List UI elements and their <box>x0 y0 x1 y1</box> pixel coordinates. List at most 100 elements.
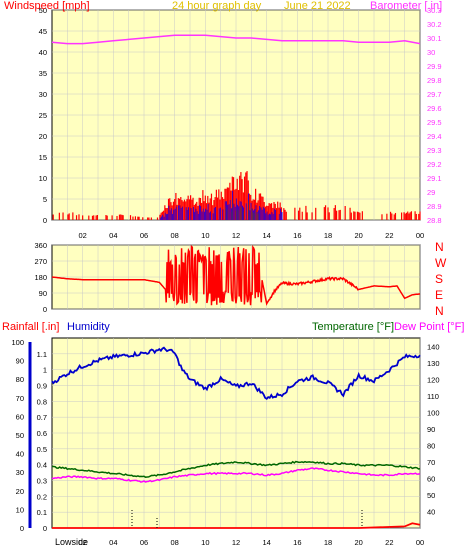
graph-date: June 21 2022 <box>284 0 351 12</box>
time-tick-label-bottom: 06 <box>140 538 148 547</box>
compass-label-n-top: N <box>435 240 444 254</box>
direction-tick-label: 90 <box>39 289 47 298</box>
barometer-tick-label: 29.6 <box>427 104 442 113</box>
windspeed-tick-label: 5 <box>43 195 47 204</box>
time-tick-label-bottom: 14 <box>262 538 270 547</box>
wind-direction-line <box>51 244 421 306</box>
barometer-tick-label: 30.1 <box>427 34 442 43</box>
rainfall-tick-label: 0 <box>43 524 47 533</box>
humidity-tick-label: 80 <box>16 375 24 384</box>
time-tick-label-bottom: 22 <box>385 538 393 547</box>
time-axis-ticks: 02 04 06 08 10 12 14 16 18 20 22 00 <box>78 231 424 240</box>
direction-tick-label: 0 <box>43 305 47 314</box>
time-axis-ticks-bottom: 02 04 06 08 10 12 14 16 18 20 22 00 <box>78 538 424 547</box>
compass-labels: N W S E N <box>435 240 447 318</box>
humidity-tick-label: 90 <box>16 357 24 366</box>
barometer-tick-label: 29.5 <box>427 118 442 127</box>
temperature-axis-ticks: 40 50 60 70 80 90 100 110 120 130 140 <box>427 342 440 516</box>
windspeed-tick-label: 30 <box>39 90 47 99</box>
rainfall-tick-label: 0.1 <box>37 508 47 517</box>
humidity-axis-label: Humidity <box>67 321 110 333</box>
lowside-label: Lowside <box>55 537 88 547</box>
time-tick-label: 22 <box>385 231 393 240</box>
graph-day-label: 24 hour graph day <box>172 0 262 12</box>
barometer-axis-label: Barometer [.in] <box>370 0 442 12</box>
time-tick-label: 12 <box>232 231 240 240</box>
temperature-tick-label: 40 <box>427 507 435 516</box>
temperature-tick-label: 140 <box>427 342 440 351</box>
time-tick-label-bottom: 18 <box>324 538 332 547</box>
rainfall-axis-ticks: 0 0.1 0.2 0.3 0.4 0.5 0.6 0.7 0.8 0.9 1 1.1 <box>37 350 47 533</box>
barometer-line <box>51 34 421 45</box>
time-tick-label: 00 <box>416 231 424 240</box>
time-tick-label: 08 <box>170 231 178 240</box>
barometer-tick-label: 29.8 <box>427 76 442 85</box>
temperature-tick-label: 70 <box>427 458 435 467</box>
rainfall-tick-label: 1 <box>43 366 47 375</box>
temperature-tick-label: 110 <box>427 392 439 401</box>
compass-label-e: E <box>435 288 443 302</box>
rainfall-tick-label: 0.6 <box>37 429 47 438</box>
rainfall-tick-label: 0.3 <box>37 477 47 486</box>
windspeed-tick-label: 45 <box>39 27 47 36</box>
barometer-tick-label: 30.2 <box>427 20 442 29</box>
barometer-tick-label: 30.3 <box>427 6 442 15</box>
rainfall-tick-label: 0.2 <box>37 492 47 501</box>
barometer-tick-label: 28.9 <box>427 202 442 211</box>
temperature-tick-label: 100 <box>427 408 440 417</box>
windspeed-tick-label: 20 <box>39 132 47 141</box>
time-tick-label: 14 <box>262 231 270 240</box>
temperature-axis-label: Temperature [°F] <box>312 321 394 333</box>
compass-label-w: W <box>435 256 447 270</box>
time-tick-label-bottom: 16 <box>293 538 301 547</box>
rainfall-tick-label: 1.1 <box>37 350 47 359</box>
humidity-tick-label: 0 <box>20 524 24 533</box>
compass-label-n-bottom: N <box>435 304 444 318</box>
direction-tick-label: 180 <box>34 273 47 282</box>
direction-axis-ticks: 0 90 180 270 360 <box>34 241 47 314</box>
humidity-tick-label: 70 <box>16 394 24 403</box>
humidity-tick-label: 40 <box>16 450 24 459</box>
climate-plot-grid <box>52 338 421 529</box>
rainfall-tick-label: 0.9 <box>37 382 47 391</box>
windspeed-axis-label: Windspeed [mph] <box>4 0 90 12</box>
windspeed-bars <box>52 171 421 220</box>
time-tick-label: 06 <box>140 231 148 240</box>
barometer-tick-label: 29 <box>427 188 435 197</box>
dewpoint-axis-label: Dew Point [°F] <box>394 321 464 333</box>
humidity-tick-label: 30 <box>16 468 24 477</box>
temperature-tick-label: 80 <box>427 441 435 450</box>
windspeed-axis-ticks: 0 5 10 15 20 25 30 35 40 45 50 <box>39 6 47 225</box>
direction-tick-label: 360 <box>34 241 47 250</box>
humidity-tick-label: 20 <box>16 487 24 496</box>
barometer-axis-ticks: 28.8 28.9 29 29.1 29.2 29.3 29.4 29.5 29.6 29.7 29… <box>427 6 442 225</box>
barometer-tick-label: 29.1 <box>427 174 442 183</box>
dotted-markers <box>131 510 363 528</box>
time-tick-label: 02 <box>78 231 86 240</box>
time-tick-label-bottom: 02 <box>78 538 86 547</box>
barometer-tick-label: 29.7 <box>427 90 442 99</box>
rainfall-tick-label: 0.4 <box>37 461 47 470</box>
humidity-tick-label: 10 <box>16 505 24 514</box>
barometer-tick-label: 29.2 <box>427 160 442 169</box>
time-tick-label: 16 <box>293 231 301 240</box>
time-tick-label-bottom: 20 <box>354 538 362 547</box>
compass-label-s: S <box>435 272 443 286</box>
humidity-axis-ticks: 0 10 20 30 40 50 60 70 80 90 100 <box>11 338 24 533</box>
time-tick-label: 18 <box>324 231 332 240</box>
time-tick-label-bottom: 00 <box>416 538 424 547</box>
windspeed-tick-label: 15 <box>39 153 47 162</box>
rainfall-axis-label: Rainfall [.in] <box>2 321 59 333</box>
rainfall-tick-label: 0.5 <box>37 445 47 454</box>
windspeed-tick-label: 50 <box>39 6 47 15</box>
temperature-tick-label: 50 <box>427 491 435 500</box>
time-tick-label-bottom: 08 <box>170 538 178 547</box>
temperature-line <box>51 460 421 478</box>
rainfall-tick-label: 0.7 <box>37 413 47 422</box>
windspeed-tick-label: 0 <box>43 216 47 225</box>
temperature-tick-label: 120 <box>427 375 440 384</box>
temperature-tick-label: 130 <box>427 359 440 368</box>
direction-tick-label: 270 <box>34 257 47 266</box>
time-tick-label: 04 <box>109 231 117 240</box>
